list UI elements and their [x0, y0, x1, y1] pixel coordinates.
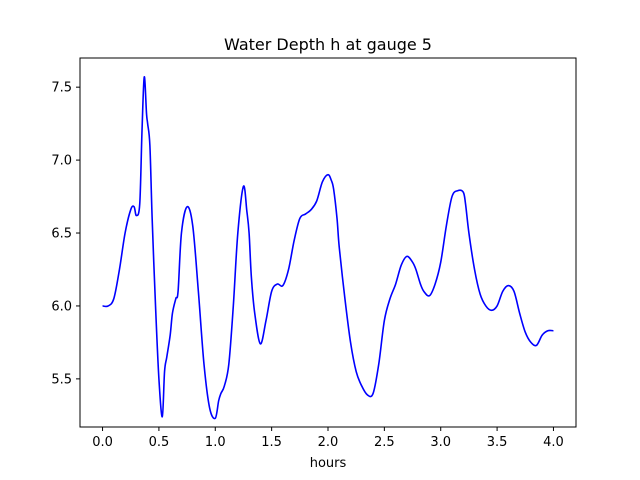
plot-area: [80, 58, 576, 427]
chart-title: Water Depth h at gauge 5: [224, 35, 432, 54]
x-tick-label: 3.0: [430, 435, 451, 450]
x-tick-label: 3.5: [487, 435, 508, 450]
x-tick-label: 0.0: [92, 435, 113, 450]
x-tick-label: 4.0: [543, 435, 564, 450]
series-line-0: [102, 76, 554, 420]
x-tick-label: 1.0: [205, 435, 226, 450]
y-tick-label: 7.0: [51, 154, 72, 169]
x-tick-label: 2.0: [318, 435, 339, 450]
y-axis: 5.5 6.0 6.5 7.0 7.5: [51, 81, 80, 387]
y-tick-label: 6.0: [51, 299, 72, 314]
x-tick-label: 2.5: [374, 435, 395, 450]
y-tick-label: 7.5: [51, 81, 72, 96]
x-axis: 0.0 0.5 1.0 1.5 2.0 2.5 3.0 3.5 4.0: [92, 427, 564, 450]
y-tick-label: 6.5: [51, 227, 72, 242]
y-tick-label: 5.5: [51, 372, 72, 387]
x-tick-label: 1.5: [261, 435, 282, 450]
series-layer: [102, 76, 554, 420]
x-axis-label: hours: [310, 456, 347, 471]
x-tick-label: 0.5: [149, 435, 170, 450]
